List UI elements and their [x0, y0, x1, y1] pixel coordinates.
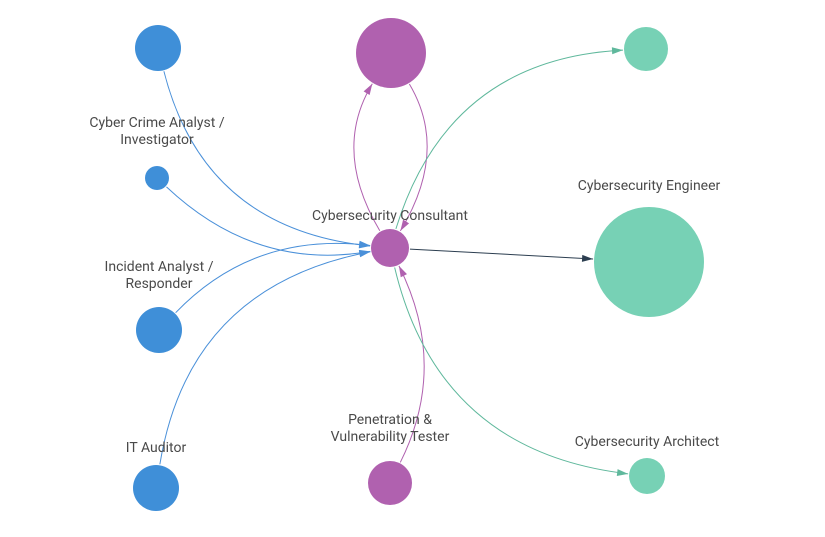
arrowhead-icon: [364, 84, 373, 95]
arrowhead-icon: [617, 469, 628, 476]
arrowhead-icon: [612, 47, 623, 54]
node-label: Cyber Crime Analyst /Investigator: [89, 115, 224, 148]
node-label: IT Auditor: [126, 440, 187, 456]
node-label: Incident Analyst /Responder: [105, 259, 214, 292]
node-label: Cybersecurity Consultant: [312, 208, 468, 224]
node-n_teal_top[interactable]: [624, 27, 668, 71]
node-n_engineer[interactable]: [594, 207, 704, 317]
node-n_ita[interactable]: [133, 465, 179, 511]
edge: [410, 249, 593, 259]
edge: [176, 243, 371, 312]
node-label: Cybersecurity Engineer: [578, 178, 721, 194]
node-n_consultant[interactable]: [371, 229, 409, 267]
edge: [396, 50, 623, 229]
node-n_blue_top[interactable]: [135, 25, 181, 71]
node-n_iar[interactable]: [136, 307, 182, 353]
arrowhead-icon: [582, 255, 593, 262]
node-n_purple_top[interactable]: [356, 18, 426, 88]
arrowhead-icon: [399, 266, 407, 277]
node-label: Penetration &Vulnerability Tester: [331, 412, 450, 445]
node-n_architect[interactable]: [629, 458, 665, 494]
node-n_cca[interactable]: [145, 166, 169, 190]
node-label: Cybersecurity Architect: [575, 434, 720, 450]
network-diagram: Cyber Crime Analyst /Investigator Inciden…: [0, 0, 825, 537]
node-n_pvt[interactable]: [368, 461, 412, 505]
